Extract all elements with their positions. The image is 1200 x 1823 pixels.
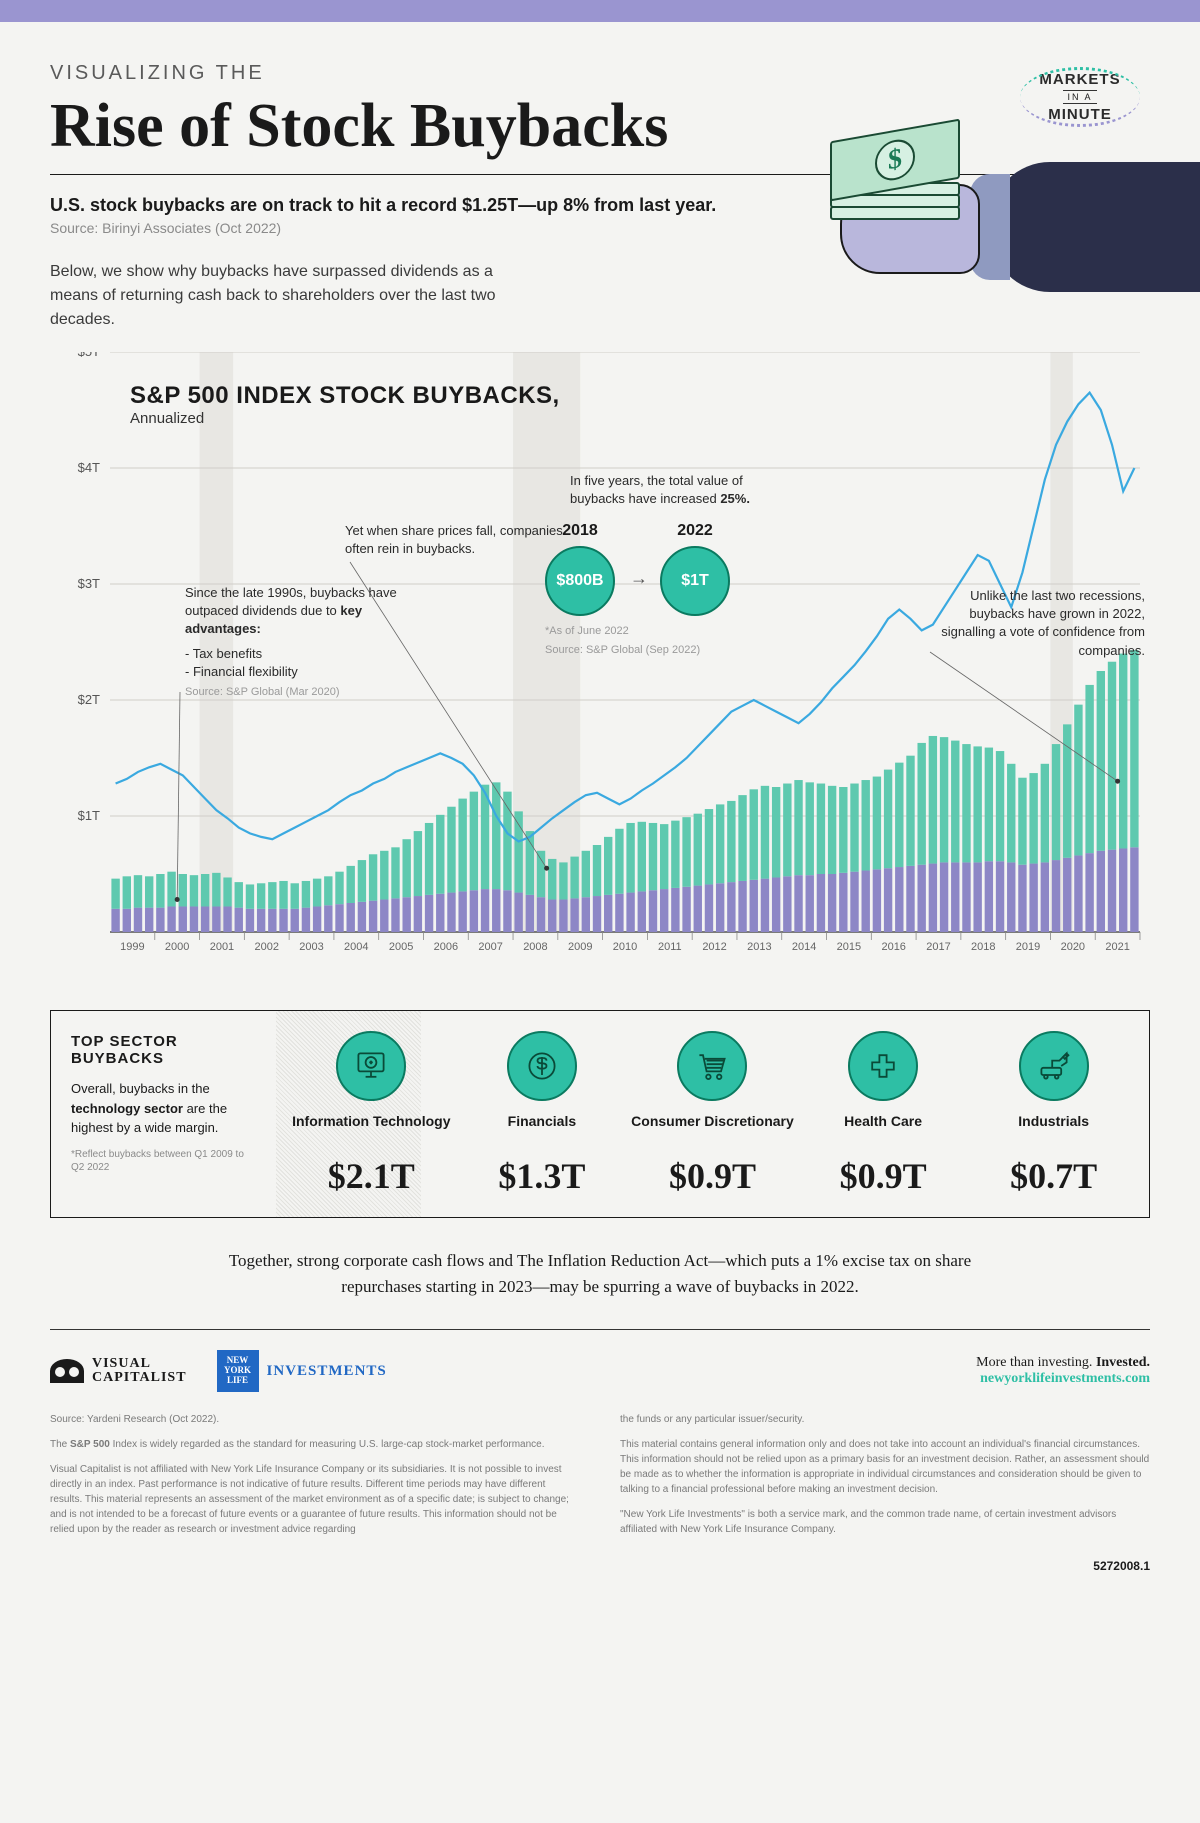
- svg-text:2009: 2009: [568, 941, 592, 953]
- intro-text: Below, we show why buybacks have surpass…: [50, 260, 530, 332]
- svg-text:$4T: $4T: [78, 460, 100, 475]
- overline: VISUALIZING THE: [50, 62, 1150, 85]
- doc-id: 5272008.1: [620, 1557, 1150, 1575]
- svg-text:2010: 2010: [613, 941, 637, 953]
- cross-icon: [848, 1031, 918, 1101]
- svg-text:2016: 2016: [881, 941, 905, 953]
- sector-box: TOP SECTOR BUYBACKS Overall, buybacks in…: [50, 1010, 1150, 1218]
- svg-text:2004: 2004: [344, 941, 368, 953]
- logo-nyl-investments: NEWYORKLIFE INVESTMENTS: [217, 1350, 387, 1392]
- sector-item: Information Technology $2.1T: [289, 1031, 454, 1197]
- callout-4: Unlike the last two recessions, buybacks…: [925, 587, 1145, 660]
- svg-text:2013: 2013: [747, 941, 771, 953]
- pill-2018: 2018 $800B: [545, 522, 615, 616]
- chart-title-l1: S&P 500 INDEX STOCK BUYBACKS,: [130, 382, 560, 410]
- callout-1: Since the late 1990s, buybacks have outp…: [185, 584, 425, 700]
- digger-icon: [1019, 1031, 1089, 1101]
- sector-item: Financials $1.3T: [459, 1031, 624, 1197]
- callout-3-text: In five years, the total value of buybac…: [570, 472, 780, 508]
- cart-icon: [677, 1031, 747, 1101]
- sector-name: Consumer Discretionary: [630, 1113, 795, 1147]
- sector-name: Health Care: [801, 1113, 966, 1147]
- footer-rule: [50, 1329, 1150, 1330]
- svg-text:2005: 2005: [389, 941, 413, 953]
- svg-text:$1T: $1T: [78, 808, 100, 823]
- svg-text:2006: 2006: [434, 941, 458, 953]
- svg-text:2017: 2017: [926, 941, 950, 953]
- sector-value: $0.7T: [971, 1155, 1136, 1197]
- svg-text:2012: 2012: [702, 941, 726, 953]
- sector-footnote: *Reflect buybacks between Q1 2009 to Q2 …: [71, 1148, 256, 1174]
- svg-text:$3T: $3T: [78, 576, 100, 591]
- svg-text:2021: 2021: [1105, 941, 1129, 953]
- main-chart: S&P 500 INDEX STOCK BUYBACKS, Annualized…: [50, 352, 1150, 992]
- sector-value: $2.1T: [289, 1155, 454, 1197]
- svg-text:2003: 2003: [299, 941, 323, 953]
- top-accent-bar: [0, 0, 1200, 22]
- svg-text:2011: 2011: [658, 941, 682, 953]
- page-container: MARKETS IN A MINUTE VISUALIZING THE Rise…: [0, 22, 1200, 1605]
- svg-text:2007: 2007: [478, 941, 502, 953]
- sector-heading: TOP SECTOR BUYBACKS: [71, 1033, 256, 1067]
- footer-logos: VISUAL CAPITALIST NEWYORKLIFE INVESTMENT…: [50, 1350, 1150, 1392]
- svg-text:2018: 2018: [971, 941, 995, 953]
- sector-value: $1.3T: [459, 1155, 624, 1197]
- svg-text:$2T: $2T: [78, 692, 100, 707]
- svg-text:2014: 2014: [792, 941, 816, 953]
- sector-intro: TOP SECTOR BUYBACKS Overall, buybacks in…: [51, 1011, 276, 1217]
- svg-text:2000: 2000: [165, 941, 189, 953]
- sector-name: Industrials: [971, 1113, 1136, 1147]
- callout-3-footnote: *As of June 2022 Source: S&P Global (Sep…: [545, 620, 700, 659]
- svg-text:2001: 2001: [210, 941, 234, 953]
- sector-item: Consumer Discretionary $0.9T: [630, 1031, 795, 1197]
- dollar-icon: [507, 1031, 577, 1101]
- closing-text: Together, strong corporate cash flows an…: [190, 1248, 1010, 1299]
- svg-text:$5T: $5T: [78, 352, 100, 359]
- sector-item: Industrials $0.7T: [971, 1031, 1136, 1197]
- sector-items: Information Technology $2.1T Financials …: [276, 1011, 1149, 1217]
- svg-text:1999: 1999: [120, 941, 144, 953]
- svg-text:2019: 2019: [1016, 941, 1040, 953]
- disclaimer: Source: Yardeni Research (Oct 2022). The…: [50, 1412, 1150, 1575]
- sector-item: Health Care $0.9T: [801, 1031, 966, 1197]
- sector-name: Information Technology: [289, 1113, 454, 1147]
- chart-title-l2: Annualized: [130, 410, 560, 427]
- brand-badge: MARKETS IN A MINUTE: [1010, 62, 1150, 132]
- chart-title: S&P 500 INDEX STOCK BUYBACKS, Annualized: [130, 382, 560, 427]
- svg-text:2015: 2015: [837, 941, 861, 953]
- svg-text:2020: 2020: [1061, 941, 1085, 953]
- pill-2022: 2022 $1T: [660, 522, 730, 616]
- sector-name: Financials: [459, 1113, 624, 1147]
- sector-value: $0.9T: [630, 1155, 795, 1197]
- sector-value: $0.9T: [801, 1155, 966, 1197]
- svg-text:2002: 2002: [254, 941, 278, 953]
- logo-visual-capitalist: VISUAL CAPITALIST: [50, 1357, 187, 1385]
- footer-right: More than investing. Invested. newyorkli…: [976, 1355, 1150, 1387]
- monitor-icon: [336, 1031, 406, 1101]
- svg-text:2008: 2008: [523, 941, 547, 953]
